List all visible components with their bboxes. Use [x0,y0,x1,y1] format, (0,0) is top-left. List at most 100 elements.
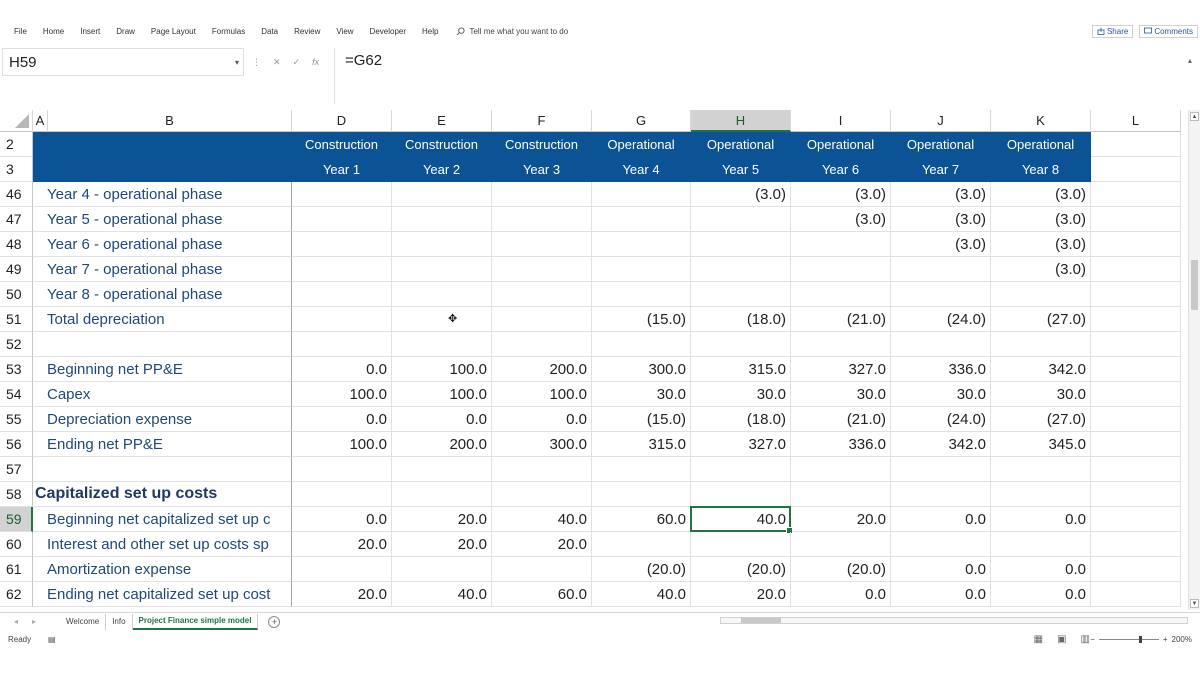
row-number[interactable]: 61 [0,557,33,582]
cell-k[interactable]: 0.0 [991,582,1091,607]
row-number[interactable]: 62 [0,582,33,607]
cell-i[interactable] [791,232,891,257]
cell-e[interactable] [392,457,492,482]
cell-e[interactable] [392,182,492,207]
header-cell-k[interactable]: Year 8 [991,157,1091,182]
row-number[interactable]: 47 [0,207,33,232]
tab-home[interactable]: Home [42,26,65,36]
row-number[interactable]: 52 [0,332,33,357]
cell-g[interactable] [592,532,691,557]
cell-g[interactable]: 60.0 [592,507,691,532]
cell-h[interactable]: 40.0 [691,507,791,532]
header-cell-d[interactable]: Year 1 [292,157,392,182]
cell-l[interactable] [1091,182,1181,207]
cell-i[interactable]: (21.0) [791,307,891,332]
cell-l[interactable] [1091,332,1181,357]
cell-h[interactable]: 30.0 [691,382,791,407]
cell-f[interactable]: 60.0 [492,582,592,607]
row-label[interactable]: Beginning net capitalized set up c [33,507,292,532]
cell-h[interactable] [691,282,791,307]
row-number[interactable]: 53 [0,357,33,382]
cell-d[interactable] [292,307,392,332]
cell-d[interactable] [292,282,392,307]
row-number[interactable]: 48 [0,232,33,257]
cell-j[interactable]: (3.0) [891,182,991,207]
row-number[interactable]: 50 [0,282,33,307]
cell-d[interactable] [292,182,392,207]
tell-me-box[interactable]: Tell me what you want to do [456,27,568,36]
cell-h[interactable]: (20.0) [691,557,791,582]
row-number[interactable]: 3 [0,157,33,182]
row-number[interactable]: 59 [0,507,33,532]
cell-e[interactable]: 100.0 [392,382,492,407]
cell-j[interactable]: (24.0) [891,407,991,432]
column-header-g[interactable]: G [592,110,691,132]
row-label[interactable]: Amortization expense [33,557,292,582]
zoom-in-icon[interactable]: + [1162,634,1168,644]
add-sheet-icon[interactable]: + [268,615,281,628]
cell-e[interactable] [392,282,492,307]
formula-input[interactable]: =G62 ▴ [334,48,1198,104]
column-header-f[interactable]: F [492,110,592,132]
cell-h[interactable]: (3.0) [691,182,791,207]
header-cell-f[interactable]: Year 3 [492,157,592,182]
cell-i[interactable]: 0.0 [791,582,891,607]
header-cell-g[interactable]: Operational [592,132,691,157]
cell-g[interactable] [592,232,691,257]
cell-f[interactable]: 200.0 [492,357,592,382]
cell-i[interactable]: 327.0 [791,357,891,382]
cell-l[interactable] [1091,257,1181,282]
row-label[interactable]: Ending net capitalized set up cost [33,582,292,607]
cell-e[interactable]: 20.0 [392,507,492,532]
horizontal-scrollbar[interactable] [720,616,1188,625]
cell-d[interactable]: 100.0 [292,432,392,457]
cell-g[interactable]: (15.0) [592,307,691,332]
cell-j[interactable] [891,532,991,557]
header-cell-j[interactable]: Year 7 [891,157,991,182]
spreadsheet-grid[interactable]: A B D E F G H I J K L 2 Construction Construction Cons… [0,110,1188,610]
cell-k[interactable]: (3.0) [991,257,1091,282]
cell-h[interactable]: 20.0 [691,582,791,607]
cell-d[interactable] [292,332,392,357]
cell-l[interactable] [1091,132,1181,157]
row-label[interactable]: Beginning net PP&E [33,357,292,382]
header-cell-f[interactable]: Construction [492,132,592,157]
cell-h[interactable] [691,257,791,282]
row-number[interactable]: 51 [0,307,33,332]
cell-f[interactable] [492,307,592,332]
cell-h[interactable]: (18.0) [691,407,791,432]
cell-j[interactable]: (24.0) [891,307,991,332]
cell-f[interactable]: 100.0 [492,382,592,407]
header-cell-h[interactable]: Year 5 [691,157,791,182]
cell-l[interactable] [1091,232,1181,257]
cell-e[interactable] [392,332,492,357]
cell-f[interactable]: 40.0 [492,507,592,532]
cell-k[interactable]: (3.0) [991,232,1091,257]
column-header-i[interactable]: I [791,110,891,132]
header-cell-k[interactable]: Operational [991,132,1091,157]
cell-k[interactable] [991,532,1091,557]
cell-f[interactable] [492,182,592,207]
row-label[interactable]: Year 7 - operational phase [33,257,292,282]
sheet-tab-welcome[interactable]: Welcome [60,613,107,630]
zoom-level[interactable]: 200% [1171,634,1192,644]
next-sheet-icon[interactable]: ▸ [32,617,37,626]
row-number[interactable]: 60 [0,532,33,557]
cell-i[interactable] [791,532,891,557]
tab-data[interactable]: Data [261,26,279,36]
column-header-e[interactable]: E [392,110,492,132]
cell-k[interactable]: (3.0) [991,207,1091,232]
cell-f[interactable] [492,282,592,307]
cell-l[interactable] [1091,432,1181,457]
cell-f[interactable] [492,232,592,257]
row-number[interactable]: 54 [0,382,33,407]
cell-k[interactable]: 345.0 [991,432,1091,457]
cell-i[interactable] [791,282,891,307]
cell-g[interactable]: 300.0 [592,357,691,382]
column-header-a[interactable]: A [33,110,48,132]
cell-h[interactable] [691,207,791,232]
header-label-cell[interactable] [33,157,292,182]
cell-i[interactable]: (3.0) [791,182,891,207]
cell-e[interactable]: 0.0 [392,407,492,432]
cell-f[interactable] [492,332,592,357]
